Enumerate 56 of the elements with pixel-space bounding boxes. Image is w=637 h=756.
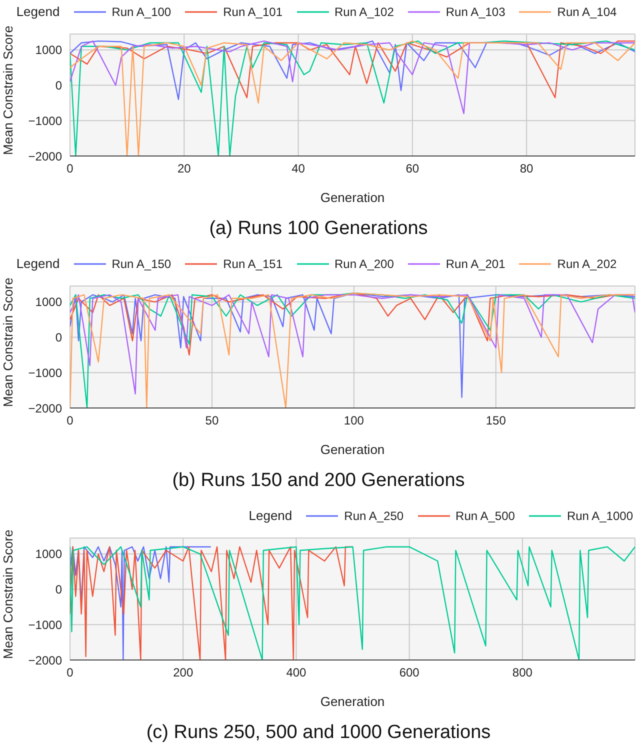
legend-label: Run A_150: [112, 256, 172, 270]
y-tick-label: −2000: [28, 653, 62, 668]
text: (b) Runs 150 and 200 Generations: [171, 470, 466, 492]
legend-title: Legend: [248, 508, 292, 523]
x-tick-label: 150: [486, 414, 506, 428]
x-tick-label: 200: [173, 666, 194, 680]
y-tick-label: 1000: [35, 295, 62, 310]
y-tick-label: 0: [55, 330, 62, 345]
y-tick-label: 0: [55, 78, 62, 93]
y-tick-label: −2000: [28, 149, 62, 164]
line-series: [70, 546, 212, 660]
y-axis-title: Mean Constrain Score: [0, 530, 16, 659]
x-tick-label: 50: [205, 414, 219, 428]
line-series: [70, 40, 635, 114]
legend-label: Run A_500: [456, 508, 515, 522]
x-tick-label: 100: [344, 414, 364, 428]
legend-label: Run A_100: [112, 4, 172, 18]
legend-label: Run A_201: [446, 256, 506, 270]
x-axis-title: Generation: [320, 694, 385, 709]
line-series: [70, 546, 353, 660]
y-tick-label: 1000: [35, 43, 62, 58]
x-tick-label: 0: [66, 414, 74, 428]
y-tick-label: −1000: [28, 618, 62, 632]
x-tick-label: 20: [177, 162, 192, 176]
x-tick-label: 40: [292, 162, 306, 176]
legend-label: Run A_101: [223, 4, 282, 18]
legend-title: Legend: [16, 256, 60, 271]
x-tick-label: 600: [399, 666, 420, 680]
legend-label: Run A_202: [557, 256, 617, 270]
legend-label: Run A_103: [446, 4, 506, 18]
legend-label: Run A_102: [334, 4, 394, 18]
x-axis-title: Generation: [320, 442, 385, 457]
text: (c) Runs 250, 500 and 1000 Generations: [145, 722, 492, 744]
line-series: [70, 40, 635, 156]
x-axis-title: Generation: [320, 190, 385, 205]
y-tick-label: −2000: [28, 401, 62, 416]
x-tick-label: 0: [66, 666, 74, 680]
x-tick-label: 0: [66, 162, 74, 176]
y-tick-label: 0: [55, 582, 62, 597]
x-tick-label: 400: [286, 666, 307, 680]
y-tick-label: 1000: [35, 547, 62, 562]
y-tick-label: −1000: [28, 366, 62, 380]
legend-label: Run A_104: [557, 4, 617, 18]
legend-label: Run A_151: [223, 256, 282, 270]
legend-label: Run A_1000: [566, 508, 633, 522]
y-axis-title: Mean Constrain Score: [0, 278, 16, 407]
y-axis-title: Mean Constrain Score: [0, 26, 16, 155]
x-tick-label: 60: [406, 162, 420, 176]
y-tick-label: −1000: [28, 114, 62, 128]
legend-label: Run A_200: [334, 256, 394, 270]
text: (a) Runs 100 Generations: [208, 218, 429, 240]
x-tick-label: 800: [512, 666, 533, 680]
line-series: [70, 546, 635, 660]
x-tick-label: 80: [520, 162, 534, 176]
legend-label: Run A_250: [344, 508, 404, 522]
legend-title: Legend: [16, 4, 60, 19]
